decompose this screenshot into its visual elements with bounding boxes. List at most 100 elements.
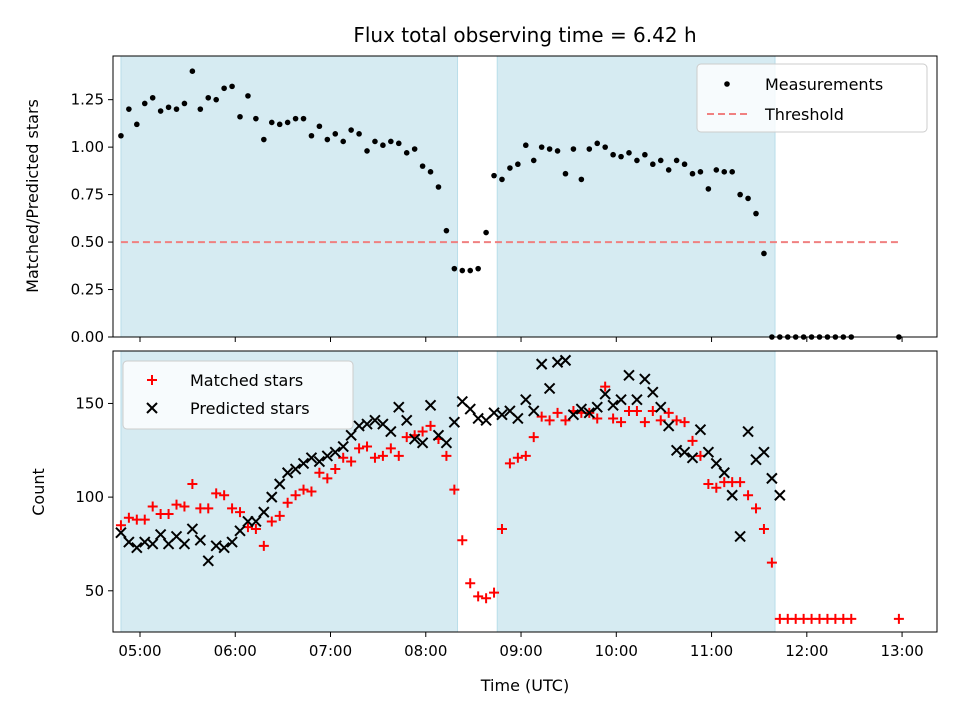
matched-stars-point-13	[219, 490, 230, 501]
x-tick-label-3: 08:00	[404, 642, 447, 660]
matched-stars-point-80	[751, 503, 762, 514]
measurements-point-69	[665, 167, 672, 173]
matched-stars-point-1	[123, 512, 134, 523]
matched-stars-point-92	[846, 613, 857, 624]
matched-stars-point-17	[250, 523, 261, 534]
predicted-stars-point-75	[710, 457, 723, 470]
predicted-stars-point-26	[321, 450, 334, 462]
predicted-stars-point-13	[218, 541, 230, 554]
x-tick-label-6: 11:00	[690, 642, 733, 660]
x-tick-label-7: 12:00	[785, 642, 828, 660]
measurements-point-3	[141, 100, 148, 107]
top-y-tick-label-5: 1.25	[71, 91, 104, 109]
predicted-stars-point-83	[774, 489, 786, 501]
x-tick-label-0: 05:00	[118, 642, 161, 660]
predicted-stars-point-24	[305, 452, 318, 464]
matched-stars-point-75	[711, 482, 722, 493]
matched-stars-point-35	[393, 450, 404, 461]
measurements-point-26	[324, 136, 331, 143]
measurements-point-73	[697, 169, 704, 175]
predicted-stars-point-0	[115, 527, 127, 539]
measurements-point-24	[308, 132, 315, 139]
predicted-stars-point-35	[393, 401, 405, 413]
predicted-stars-point-65	[631, 393, 643, 406]
matched-stars-point-7	[171, 499, 182, 510]
matched-stars-point-20	[274, 510, 285, 521]
top-y-tick-label-4: 1.00	[71, 138, 104, 156]
matched-stars-point-38	[417, 426, 428, 437]
legend-predicted-marker	[146, 402, 158, 414]
predicted-stars-point-28	[337, 440, 349, 453]
predicted-stars-point-51	[520, 393, 532, 406]
top-y-tick-label-1: 0.25	[71, 281, 104, 299]
matched-stars-point-69	[663, 407, 674, 418]
matched-stars-point-18	[258, 540, 269, 551]
predicted-stars-point-22	[289, 463, 302, 475]
predicted-stars-point-79	[742, 425, 754, 438]
measurements-point-21	[284, 119, 291, 126]
measurements-point-75	[713, 167, 720, 173]
measurements-point-7	[173, 106, 180, 112]
predicted-stars-point-54	[543, 382, 556, 395]
measurements-point-72	[689, 170, 696, 177]
measurements-point-10	[197, 106, 204, 112]
measurements-point-15	[237, 113, 243, 120]
top-y-tick-label-3: 0.75	[71, 186, 104, 204]
predicted-stars-point-81	[758, 446, 770, 458]
matched-stars-point-11	[203, 503, 214, 514]
matched-stars-point-29	[346, 456, 357, 467]
predicted-stars-point-69	[662, 420, 675, 432]
matched-stars-point-12	[211, 488, 222, 499]
predicted-stars-point-11	[202, 555, 214, 567]
matched-stars-point-48	[496, 523, 507, 534]
measurements-point-77	[729, 169, 735, 175]
matched-stars-point-4	[147, 501, 158, 512]
measurements-point-63	[618, 153, 624, 160]
bottom-panel: 50 100 150 05:00 06:00 07:00 08:00 09:00 10:00 1…	[29, 350, 938, 695]
measurements-point-68	[657, 157, 664, 164]
measurements-point-49	[507, 165, 513, 171]
measurements-point-38	[419, 163, 426, 169]
measurements-point-61	[602, 144, 608, 150]
predicted-stars-point-10	[194, 534, 207, 546]
matched-stars-point-60	[592, 413, 603, 424]
measurements-point-76	[721, 169, 728, 175]
predicted-stars-point-5	[154, 528, 167, 541]
bottom-y-axis-label: Count	[29, 468, 48, 516]
predicted-stars-point-32	[369, 414, 381, 427]
predicted-stars-point-56	[559, 354, 572, 367]
measurements-point-74	[705, 186, 712, 192]
matched-stars-point-81	[758, 523, 769, 534]
matched-stars-point-53	[536, 411, 547, 422]
bot-y-tick-label-2: 150	[75, 394, 104, 412]
predicted-stars-point-1	[123, 536, 135, 548]
predicted-stars-point-64	[623, 369, 635, 382]
predicted-stars-point-42	[448, 416, 461, 428]
predicted-stars-point-38	[416, 437, 429, 449]
measurements-point-48	[499, 176, 505, 183]
matched-stars-point-42	[449, 484, 460, 495]
matched-stars-point-50	[512, 452, 523, 463]
measurements-point-8	[181, 100, 188, 107]
matched-stars-point-61	[600, 381, 611, 392]
matched-stars-point-68	[655, 415, 666, 426]
matched-stars-point-65	[631, 405, 642, 416]
measurements-point-11	[205, 94, 212, 101]
measurements-point-50	[515, 161, 521, 168]
matched-stars-point-82	[766, 557, 777, 568]
matched-stars-point-34	[385, 443, 396, 454]
top-y-tick-label-2: 0.50	[71, 233, 104, 251]
top-legend: Measurements Threshold	[696, 63, 928, 133]
predicted-stars-point-73	[694, 423, 707, 436]
top-y-axis-label: Matched/Predicted stars	[23, 99, 42, 293]
measurements-point-35	[395, 140, 402, 147]
predicted-stars-point-61	[599, 388, 611, 400]
measurements-point-9	[189, 68, 196, 74]
predicted-stars-point-29	[345, 429, 357, 442]
matched-stars-point-31	[362, 441, 373, 452]
predicted-stars-point-68	[655, 401, 667, 413]
matched-stars-point-55	[552, 407, 563, 418]
predicted-stars-point-77	[726, 489, 738, 501]
matched-stars-point-0	[115, 520, 126, 531]
measurements-point-37	[411, 146, 418, 152]
